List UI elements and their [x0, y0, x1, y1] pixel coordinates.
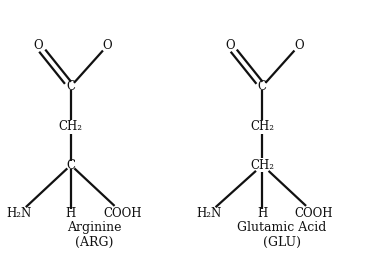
Text: C: C: [66, 158, 75, 172]
Text: Glutamic Acid
(GLU): Glutamic Acid (GLU): [237, 221, 326, 249]
Text: C: C: [66, 80, 75, 93]
Text: C: C: [258, 80, 267, 93]
Text: O: O: [225, 39, 235, 52]
Text: COOH: COOH: [103, 207, 142, 220]
Text: H: H: [257, 207, 267, 220]
Text: H₂N: H₂N: [7, 207, 32, 220]
Text: CH₂: CH₂: [250, 158, 274, 172]
Text: O: O: [33, 39, 43, 52]
Text: H₂N: H₂N: [196, 207, 221, 220]
Text: CH₂: CH₂: [250, 120, 274, 134]
Text: O: O: [102, 39, 112, 52]
Text: H: H: [66, 207, 76, 220]
Text: O: O: [294, 39, 304, 52]
Text: CH₂: CH₂: [59, 120, 83, 134]
Text: COOH: COOH: [295, 207, 333, 220]
Text: Arginine
(ARG): Arginine (ARG): [67, 221, 121, 249]
